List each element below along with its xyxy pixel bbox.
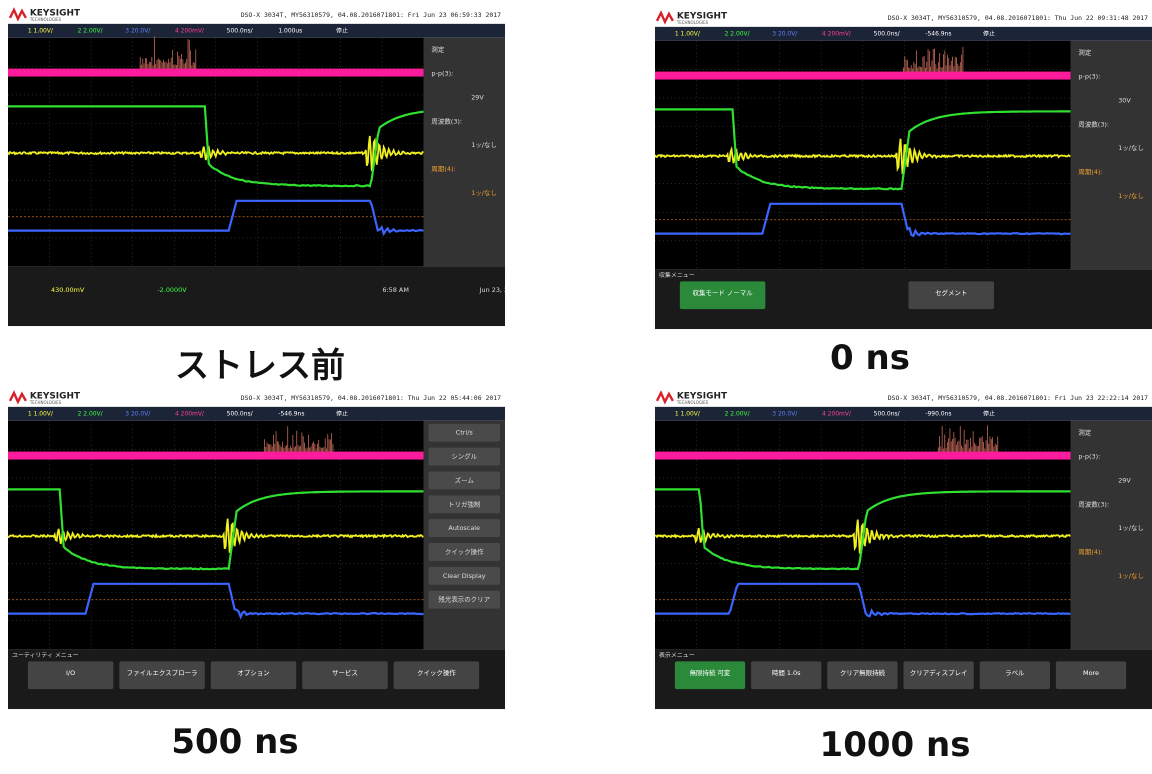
channel-setting: 2 2.00V/ bbox=[725, 30, 750, 37]
channel-setting: 停止 bbox=[336, 409, 348, 417]
channel-setting: 500.0ns/ bbox=[874, 410, 900, 417]
brand-sub: TECHNOLOGIES bbox=[676, 20, 709, 25]
channel-setting: 3 20.0V/ bbox=[125, 410, 150, 417]
side-menu-item: 周期(4): bbox=[1078, 548, 1102, 556]
channel-setting: 3 20.0V/ bbox=[772, 410, 797, 417]
header-info: DSO-X 3034T, MY56310579, 04.08.201607180… bbox=[888, 394, 1148, 402]
side-menu-item: p-p(3): bbox=[431, 70, 453, 78]
channel-setting: 1 1.00V/ bbox=[675, 410, 700, 417]
side-menu-item: 1ッ/なし bbox=[471, 189, 497, 197]
channel-setting: 4 200mV/ bbox=[822, 30, 851, 37]
channel-setting: 4 200mV/ bbox=[822, 410, 851, 417]
menu-button-label: ファイルエクスプローラ bbox=[127, 669, 198, 677]
page: KEYSIGHTTECHNOLOGIESDSO-X 3034T, MY56310… bbox=[0, 0, 1152, 774]
menu-button-label: 収集モード ノーマル bbox=[693, 288, 754, 297]
brand-sub: TECHNOLOGIES bbox=[29, 400, 62, 405]
channel-setting: -990.0ns bbox=[925, 410, 951, 417]
side-menu-item: シングル bbox=[451, 452, 477, 461]
channel-readout: -2.0000V bbox=[157, 286, 187, 294]
menu-title: ユーティリティ メニュー bbox=[12, 652, 79, 659]
scope-screenshot: KEYSIGHTTECHNOLOGIESDSO-X 3034T, MY56310… bbox=[655, 8, 1152, 330]
channel-setting: 3 20.0V/ bbox=[125, 27, 150, 34]
header-info: DSO-X 3034T, MY56310579, 04.08.201607180… bbox=[888, 14, 1148, 22]
menu-button-label: I/O bbox=[66, 669, 75, 677]
side-menu-item: 周波数(3): bbox=[431, 116, 462, 125]
caption: ストレス前 bbox=[60, 338, 460, 387]
header-info: DSO-X 3034T, MY56310579, 04.08.201607180… bbox=[241, 394, 501, 402]
scope-screenshot: KEYSIGHTTECHNOLOGIESDSO-X 3034T, MY56310… bbox=[8, 388, 505, 710]
side-menu-item: ズーム bbox=[455, 475, 475, 484]
menu-button-label: クリアディスプレイ bbox=[910, 668, 968, 677]
side-menu-item: 1ッ/なし bbox=[1118, 144, 1144, 152]
side-menu-item: Autoscale bbox=[448, 524, 480, 532]
channel-setting: 1.000us bbox=[278, 27, 302, 34]
side-menu-item: p-p(3): bbox=[1078, 453, 1100, 461]
channel-setting: 1 1.00V/ bbox=[28, 410, 53, 417]
channel-setting: 500.0ns/ bbox=[874, 30, 900, 37]
side-menu-item: 29V bbox=[1118, 476, 1131, 484]
menu-button-label: クリア無限持続 bbox=[840, 668, 886, 677]
menu-button-label: More bbox=[1083, 669, 1099, 677]
side-menu-item: 29V bbox=[471, 93, 484, 101]
channel-setting: 500.0ns/ bbox=[227, 27, 253, 34]
side-menu-item: 1ッ/なし bbox=[471, 141, 497, 149]
channel-setting: 4 200mV/ bbox=[175, 410, 204, 417]
side-menu-item: 周期(4): bbox=[1078, 168, 1102, 176]
menu-button-label: クイック操作 bbox=[417, 668, 456, 677]
side-menu-item: 1ッ/なし bbox=[1118, 524, 1144, 532]
trace-ch4 bbox=[8, 452, 423, 460]
side-menu-item: 1ッ/なし bbox=[1118, 192, 1144, 200]
caption: 500 ns bbox=[35, 722, 435, 762]
caption: 1000 ns bbox=[695, 725, 1095, 765]
channel-setting: 停止 bbox=[983, 29, 995, 37]
channel-setting: 4 200mV/ bbox=[175, 27, 204, 34]
menu-button-label: 無限持続 可変 bbox=[690, 668, 731, 677]
channel-setting: 停止 bbox=[983, 409, 995, 417]
side-menu-item: 測定 bbox=[1078, 48, 1091, 57]
menu-button-label: オプション bbox=[237, 669, 269, 677]
scope-screenshot: KEYSIGHTTECHNOLOGIESDSO-X 3034T, MY56310… bbox=[655, 388, 1152, 710]
channel-readout: Jun 23, 2017 bbox=[479, 286, 505, 294]
trace-ch4 bbox=[655, 72, 1070, 80]
side-menu-item: 測定 bbox=[431, 45, 444, 54]
side-menu-item: Ctrl/s bbox=[456, 429, 474, 437]
channel-setting: 1 1.00V/ bbox=[28, 27, 53, 34]
bottom-bar bbox=[8, 266, 505, 326]
channel-readout: 6:58 AM bbox=[382, 286, 409, 294]
caption: 0 ns bbox=[670, 338, 1070, 378]
side-menu-item: 1ッ/なし bbox=[1118, 572, 1144, 580]
channel-setting: 1 1.00V/ bbox=[675, 30, 700, 37]
side-menu-item: 30V bbox=[1118, 96, 1131, 104]
side-menu-item: クイック操作 bbox=[445, 547, 484, 556]
menu-title: 表示メニュー bbox=[659, 651, 695, 659]
channel-readout: 430.00mV bbox=[51, 286, 85, 294]
side-menu-item: 周波数(3): bbox=[1078, 499, 1109, 508]
menu-button-label: セグメント bbox=[935, 288, 967, 297]
menu-button-label: サービス bbox=[332, 668, 358, 677]
side-menu-item: Clear Display bbox=[443, 572, 486, 580]
side-menu-item: トリガ強制 bbox=[448, 499, 480, 508]
header-info: DSO-X 3034T, MY56310579, 04.08.201607180… bbox=[241, 11, 501, 19]
menu-button-label: 時間 1.0s bbox=[772, 669, 801, 677]
side-menu-item: 周期(4): bbox=[431, 165, 455, 173]
side-menu-item: 残光表示のクリア bbox=[438, 595, 490, 604]
brand-sub: TECHNOLOGIES bbox=[29, 17, 62, 22]
side-menu-item: 測定 bbox=[1078, 428, 1091, 437]
channel-setting: 2 2.00V/ bbox=[78, 410, 103, 417]
brand-sub: TECHNOLOGIES bbox=[676, 400, 709, 405]
trace-ch4 bbox=[655, 452, 1070, 460]
menu-button-label: ラベル bbox=[1005, 669, 1025, 677]
channel-setting: -546.9ns bbox=[278, 410, 304, 417]
side-menu-item: 周波数(3): bbox=[1078, 119, 1109, 128]
channel-setting: -546.9ns bbox=[925, 30, 951, 37]
trace-ch4 bbox=[8, 69, 423, 77]
channel-setting: 停止 bbox=[336, 26, 348, 34]
channel-setting: 500.0ns/ bbox=[227, 410, 253, 417]
menu-title: 収集メニュー bbox=[659, 271, 695, 279]
side-menu-item: p-p(3): bbox=[1078, 73, 1100, 81]
channel-setting: 2 2.00V/ bbox=[725, 410, 750, 417]
channel-setting: 2 2.00V/ bbox=[78, 27, 103, 34]
channel-setting: 3 20.0V/ bbox=[772, 30, 797, 37]
